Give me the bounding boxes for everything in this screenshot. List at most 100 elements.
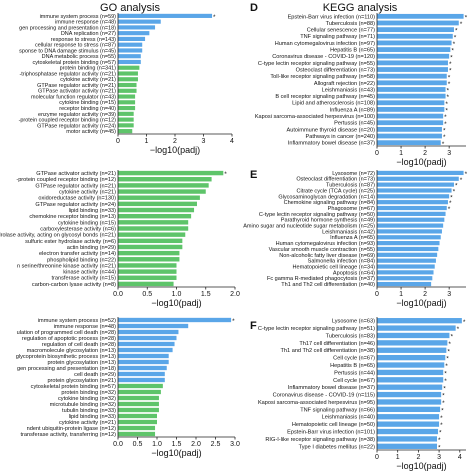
go-analysis-header: GO analysis (100, 2, 160, 14)
category-label: DNA replication (n=27) (61, 31, 116, 37)
category-label: Hepatitis B (n=65) (330, 363, 375, 369)
category-label: TNF signaling pathway (n=71) (300, 34, 375, 40)
x-tick-label: 0.5 (142, 291, 152, 298)
category-label: cytokine activity (n=21) (59, 190, 116, 196)
significance-star: * (460, 21, 463, 28)
category-label: n serine/threonine kinase activity (n=21… (17, 263, 116, 269)
x-tick-label: 1.5 (201, 291, 211, 298)
bar (377, 377, 444, 383)
significance-star: * (448, 81, 451, 88)
bar (118, 257, 180, 262)
bar (118, 170, 224, 176)
bar (118, 201, 197, 207)
category-label: cytokine binding (n=15) (58, 220, 116, 226)
category-label: cytokine activity (n=21) (60, 77, 116, 83)
bar (118, 106, 136, 111)
bar (118, 226, 189, 231)
bar (118, 329, 179, 335)
category-label: Type I diabetes mellitus (n=22) (299, 444, 375, 450)
category-label: cytokine binding (n=32) (58, 396, 116, 402)
x-tick-label: 1.0 (172, 291, 182, 298)
significance-star: * (445, 101, 448, 108)
category-label: Cellular senescence (n=77) (307, 28, 375, 34)
bar (377, 211, 446, 216)
bar (377, 205, 447, 211)
category-label: ndent ubiquitin-protein ligase (n=12) (27, 426, 117, 432)
bar (377, 73, 447, 79)
category-label: Coronavirus disease - COVID-19 (n=120) (272, 54, 375, 60)
bar (118, 42, 143, 47)
x-tick-label: 0.0 (113, 441, 123, 448)
category-label: Autoimmune thyroid disease (n=20) (287, 127, 376, 133)
bar (377, 264, 435, 269)
significance-star: * (449, 200, 452, 207)
significance-star: * (450, 194, 453, 201)
x-axis-title: −log10(padj) (150, 145, 200, 155)
significance-star: * (232, 318, 235, 325)
category-label: TNF signaling pathway (n=66) (300, 407, 375, 413)
bar (118, 111, 134, 116)
bar (118, 48, 143, 53)
significance-star: * (438, 444, 441, 451)
bar (377, 217, 445, 222)
category-label: tubulin binding (n=33) (62, 408, 116, 414)
category-label: Human cytomegalovirus infection (n=93) (276, 241, 376, 247)
x-tick-label: 3 (202, 138, 206, 145)
bar (118, 250, 180, 256)
category-label: oxidoreductase activity (n=130) (38, 196, 116, 202)
bar (118, 431, 156, 437)
significance-star: * (442, 141, 445, 148)
x-tick-label: 2 (423, 291, 427, 298)
kegg-panel-e: Lysosome (n=72) * Osteoclast differentiati… (243, 170, 468, 308)
significance-star: * (454, 34, 457, 41)
bar (377, 13, 464, 19)
category-label: hydrolase activity, acting on glycosyl b… (0, 233, 116, 239)
category-label: -protein coupled receptor binding (n=12) (16, 177, 116, 183)
category-label: Lysosome (n=72) (332, 171, 375, 177)
bar (377, 428, 439, 435)
bar (118, 317, 232, 323)
bar (118, 177, 212, 182)
significance-star: * (446, 356, 449, 363)
go-panel-bottom: immune system process (n=52) * immune resp… (16, 317, 240, 458)
bar (118, 419, 157, 425)
bar (377, 27, 454, 33)
x-tick-label: 4 (230, 138, 234, 145)
significance-star: * (444, 121, 447, 128)
category-label: GTPase regulator activity (n=24) (37, 123, 116, 129)
category-label: electron transfer activity (n=14) (39, 251, 116, 257)
x-tick-label: 0 (375, 454, 379, 461)
x-axis-title: −log10(padj) (396, 298, 446, 308)
category-label: gen processing and presentation (n=18) (17, 366, 116, 372)
category-label: Cell cycle (n=67) (333, 378, 375, 384)
significance-star: * (213, 14, 216, 21)
bar (377, 369, 444, 376)
category-label: Osteoclast differentiation (n=73) (296, 177, 375, 183)
bar (118, 71, 138, 76)
bar (377, 188, 452, 193)
bar (377, 53, 450, 59)
bar (377, 235, 441, 240)
bar (377, 347, 447, 353)
bar (118, 54, 141, 59)
category-label: RIG-I-like receptor signaling pathway (n… (265, 437, 375, 443)
category-label: Inflammatory bowel disease (n=37) (288, 141, 375, 147)
bar (377, 126, 442, 132)
category-label: kinase activity (n=44) (63, 270, 116, 276)
category-label: receptor binding (n=40) (59, 106, 116, 112)
bar (118, 13, 213, 18)
significance-star: * (445, 108, 448, 115)
significance-star: * (453, 189, 456, 196)
bar (118, 31, 150, 36)
x-tick-label: 3 (447, 291, 451, 298)
bar (118, 347, 173, 353)
bar (377, 200, 448, 205)
bar (377, 325, 456, 331)
go-panel-middle: GTPase activator activity (n=21) * -protei… (0, 170, 240, 308)
category-label: ulation of programmed cell death (n=28) (17, 330, 116, 336)
category-label: regulation of apoptotic process (n=28) (22, 336, 116, 342)
category-label: Hematopoietic cell lineage (n=34) (293, 264, 376, 270)
category-label: Leishmaniasis (n=40) (322, 415, 375, 421)
x-tick-label: 1.0 (152, 441, 162, 448)
